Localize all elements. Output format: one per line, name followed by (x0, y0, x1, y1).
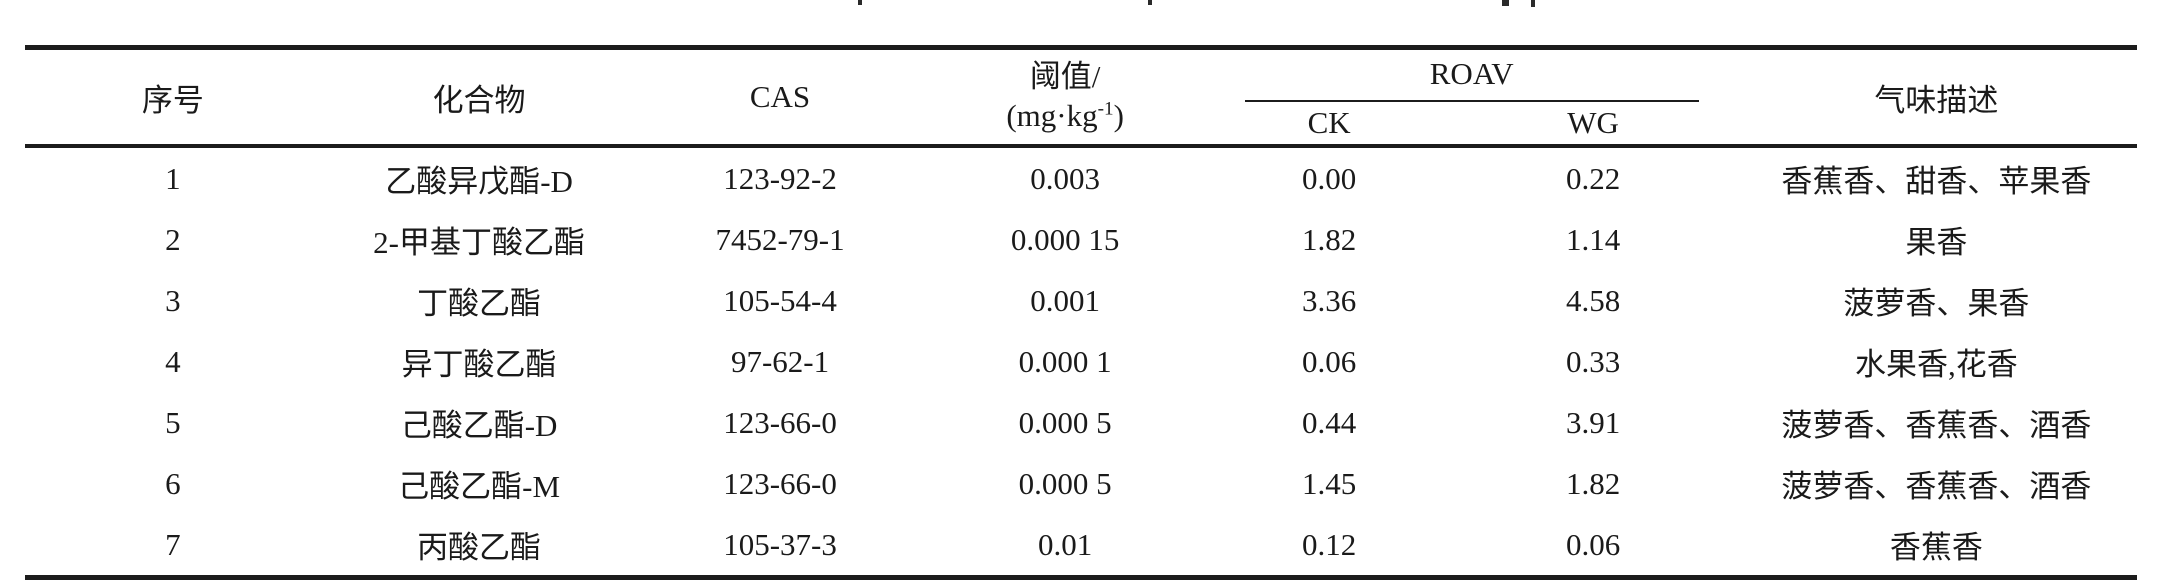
cell-compound: 异丁酸乙酯 (401, 347, 557, 382)
cell-roav-wg: 1.82 (1565, 465, 1621, 501)
cell-roav-wg: 4.58 (1565, 282, 1621, 318)
cell-no: 2 (165, 221, 181, 257)
cell-roav-ck: 0.00 (1302, 160, 1357, 196)
cropped-caption-fragment (1531, 0, 1535, 7)
header-roav-group: ROAV (1208, 48, 1736, 102)
header-cas: CAS (749, 79, 811, 114)
cell-roav-wg: 1.14 (1565, 221, 1621, 257)
header-threshold-unit: (mg·kg-1) (1006, 98, 1124, 133)
cell-no: 5 (165, 404, 181, 440)
cell-threshold: 0.000 5 (1018, 404, 1112, 440)
table-header: 序号 化合物 CAS 阈值/ (mg·kg-1) ROAV 气味描述 CK WG (25, 48, 2137, 147)
header-roav-ck: CK (1307, 105, 1351, 140)
header-threshold-label: 阈值/ (1029, 59, 1101, 95)
cell-odor: 香蕉香、甜香、苹果香 (1781, 164, 2092, 199)
cell-threshold: 0.003 (1030, 160, 1100, 196)
cell-compound: 己酸乙酯-D (400, 408, 558, 443)
table-row: 2 2-甲基丁酸乙酯 7452-79-1 0.000 15 1.82 1.14 … (25, 209, 2137, 270)
table-row: 3 丁酸乙酯 105-54-4 0.001 3.36 4.58 菠萝香、果香 (25, 270, 2137, 331)
cell-no: 1 (165, 160, 181, 196)
table-row: 7 丙酸乙酯 105-37-3 0.01 0.12 0.06 香蕉香 (25, 514, 2137, 578)
table-body: 1 乙酸异戊酯-D 123-92-2 0.003 0.00 0.22 香蕉香、甜… (25, 146, 2137, 578)
cell-cas: 105-37-3 (723, 526, 837, 562)
cell-roav-wg: 3.91 (1565, 404, 1621, 440)
cell-roav-ck: 0.12 (1302, 526, 1357, 562)
cell-compound: 丙酸乙酯 (417, 530, 542, 565)
cell-roav-ck: 3.36 (1302, 282, 1357, 318)
cropped-caption-fragment (858, 0, 862, 5)
header-roav-wg: WG (1567, 105, 1619, 140)
cell-compound: 己酸乙酯-M (398, 469, 561, 504)
compound-roav-table: 序号 化合物 CAS 阈值/ (mg·kg-1) ROAV 气味描述 CK WG (25, 45, 2137, 580)
cell-no: 3 (165, 282, 181, 318)
cell-cas: 97-62-1 (730, 343, 830, 379)
cell-compound: 丁酸乙酯 (417, 286, 542, 321)
cell-cas: 7452-79-1 (715, 221, 845, 257)
cell-threshold: 0.01 (1038, 526, 1093, 562)
cell-odor: 香蕉香 (1889, 530, 1983, 565)
cell-odor: 水果香,花香 (1854, 347, 2018, 382)
cell-roav-ck: 1.45 (1302, 465, 1357, 501)
cell-roav-ck: 0.44 (1302, 404, 1357, 440)
cell-compound: 2-甲基丁酸乙酯 (373, 225, 585, 260)
table-row: 1 乙酸异戊酯-D 123-92-2 0.003 0.00 0.22 香蕉香、甜… (25, 146, 2137, 209)
cell-roav-wg: 0.33 (1565, 343, 1621, 379)
cell-odor: 菠萝香、香蕉香、酒香 (1781, 408, 2092, 443)
cropped-caption-fragment (1502, 0, 1509, 6)
cell-threshold: 0.000 1 (1018, 343, 1112, 379)
cell-cas: 123-92-2 (723, 160, 837, 196)
header-odor: 气味描述 (1874, 82, 1999, 118)
header-compound: 化合物 (432, 82, 526, 118)
cell-cas: 105-54-4 (723, 282, 837, 318)
header-no: 序号 (141, 82, 204, 118)
cell-cas: 123-66-0 (723, 465, 837, 501)
cell-threshold: 0.001 (1030, 282, 1100, 318)
cell-cas: 123-66-0 (723, 404, 837, 440)
cell-roav-ck: 0.06 (1302, 343, 1357, 379)
cell-no: 4 (165, 343, 181, 379)
cell-threshold: 0.000 15 (1010, 221, 1120, 257)
cell-odor: 菠萝香、香蕉香、酒香 (1781, 469, 2092, 504)
header-threshold: 阈值/ (mg·kg-1) (923, 48, 1208, 147)
cell-no: 6 (165, 465, 181, 501)
cropped-caption-fragment (1148, 0, 1152, 5)
cell-odor: 菠萝香、果香 (1843, 286, 2030, 321)
table-row: 6 己酸乙酯-M 123-66-0 0.000 5 1.45 1.82 菠萝香、… (25, 453, 2137, 514)
cell-no: 7 (165, 526, 181, 562)
header-roav-label: ROAV (1429, 56, 1514, 91)
cell-roav-wg: 0.06 (1565, 526, 1621, 562)
cell-odor: 果香 (1905, 225, 1968, 260)
cell-compound: 乙酸异戊酯-D (385, 164, 573, 199)
cell-roav-ck: 1.82 (1302, 221, 1357, 257)
cell-roav-wg: 0.22 (1565, 160, 1621, 196)
table-row: 5 己酸乙酯-D 123-66-0 0.000 5 0.44 3.91 菠萝香、… (25, 392, 2137, 453)
table-row: 4 异丁酸乙酯 97-62-1 0.000 1 0.06 0.33 水果香,花香 (25, 331, 2137, 392)
cell-threshold: 0.000 5 (1018, 465, 1112, 501)
roav-spanner-rule (1244, 100, 1699, 102)
